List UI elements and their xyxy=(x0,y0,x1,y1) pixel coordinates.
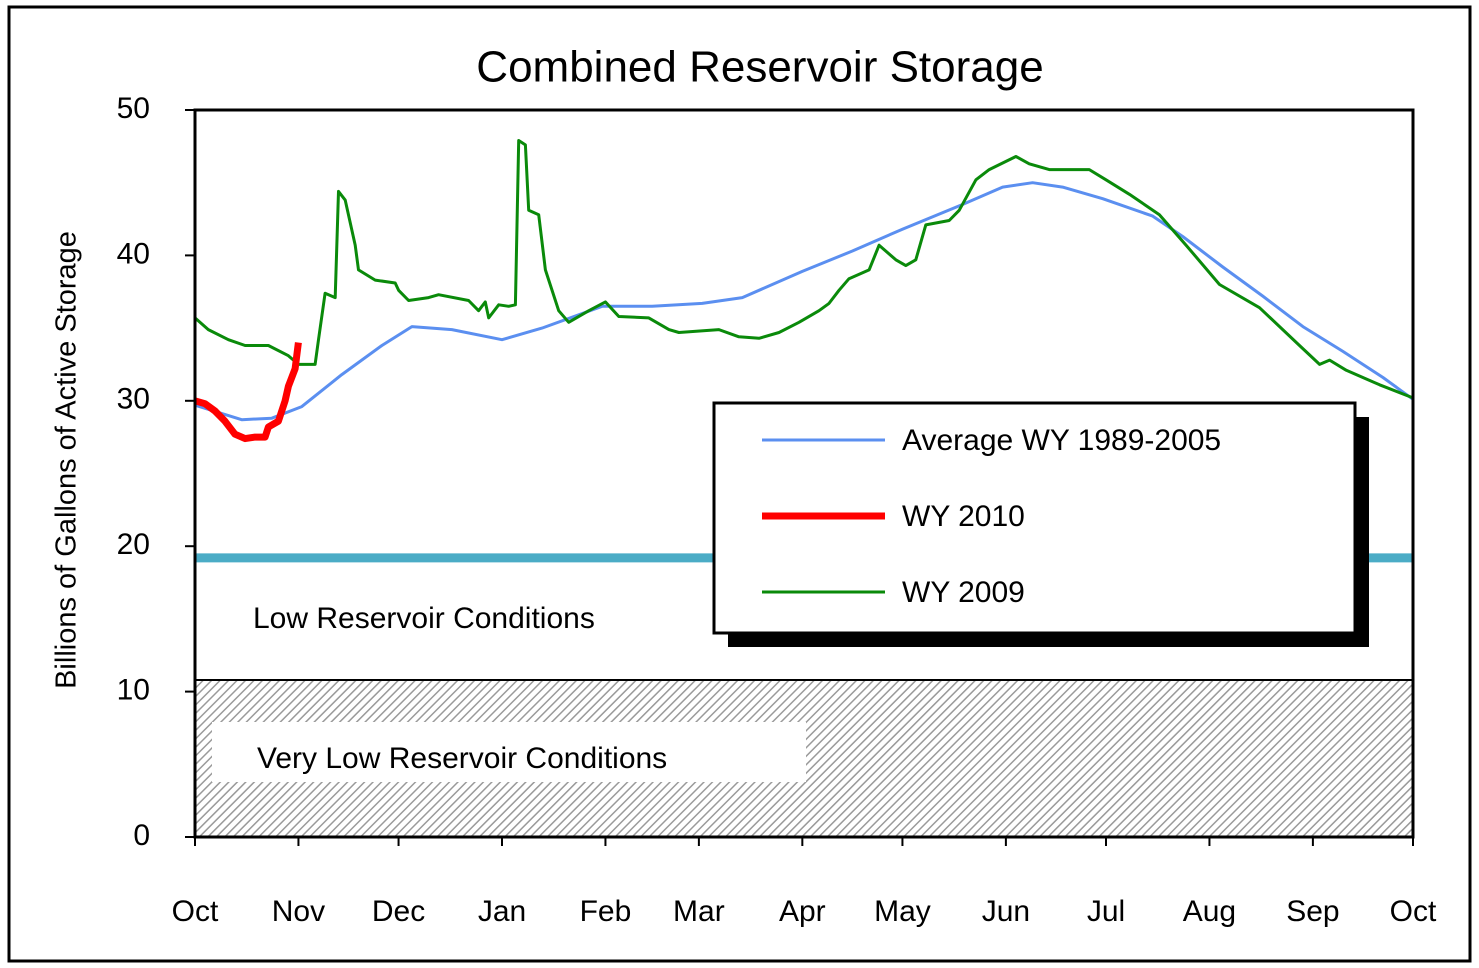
x-tick-label: Jan xyxy=(478,895,526,928)
zone-label: Low Reservoir Conditions xyxy=(253,602,595,635)
x-tick-label: Feb xyxy=(580,895,632,928)
x-tick-label: Oct xyxy=(1390,895,1437,928)
legend-label: WY 2010 xyxy=(902,500,1025,533)
legend-label: Average WY 1989-2005 xyxy=(902,424,1221,457)
zone-label-box xyxy=(212,722,806,782)
y-tick-label: 10 xyxy=(117,674,150,707)
y-tick-label: 0 xyxy=(133,819,150,852)
plot-border xyxy=(193,108,1415,839)
y-axis-title: Billions of Gallons of Active Storage xyxy=(51,231,83,689)
zone-label: Very Low Reservoir Conditions xyxy=(257,742,667,775)
x-tick-label: Jul xyxy=(1087,895,1125,928)
x-tick-label: Aug xyxy=(1183,895,1236,928)
y-tick-label: 20 xyxy=(117,528,150,561)
x-tick-label: Apr xyxy=(779,895,826,928)
y-tick-label: 50 xyxy=(117,92,150,125)
y-tick-label: 40 xyxy=(117,237,150,270)
x-tick-label: Dec xyxy=(372,895,425,928)
x-tick-label: Nov xyxy=(272,895,325,928)
chart-title: Combined Reservoir Storage xyxy=(476,43,1043,92)
legend-label: WY 2009 xyxy=(902,576,1025,609)
series-line xyxy=(194,181,1414,422)
y-tick-label: 30 xyxy=(117,383,150,416)
x-tick-label: Jun xyxy=(982,895,1030,928)
x-tick-label: May xyxy=(874,895,931,928)
x-tick-label: Sep xyxy=(1286,895,1339,928)
x-tick-label: Oct xyxy=(172,895,219,928)
series-line xyxy=(194,139,1414,400)
series-line xyxy=(194,342,302,443)
x-tick-label: Mar xyxy=(673,895,725,928)
